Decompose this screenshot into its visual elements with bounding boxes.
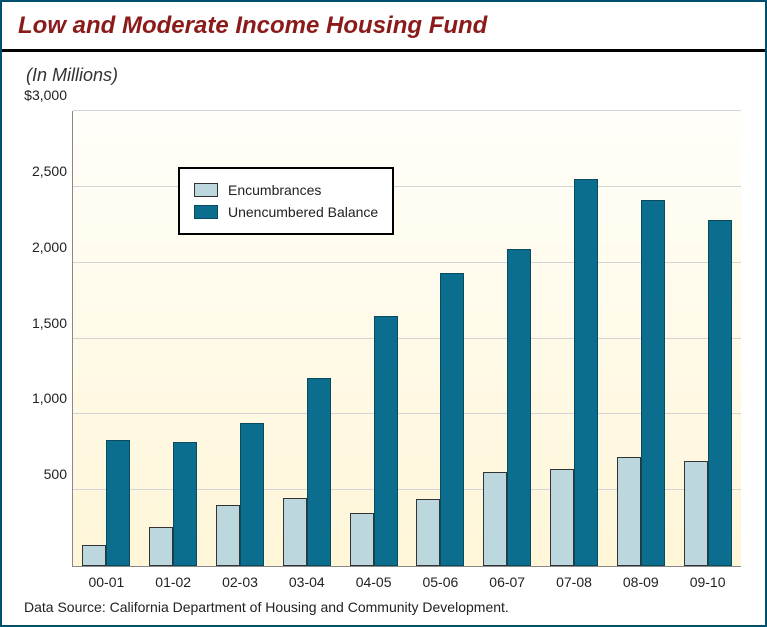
- x-tick-label: 00-01: [88, 574, 124, 590]
- y-tick-label: 2,500: [32, 163, 67, 179]
- legend-swatch: [194, 205, 218, 219]
- bar-unencumbered-balance: [307, 378, 331, 566]
- bar-encumbrances: [684, 461, 708, 566]
- legend-item: Unencumbered Balance: [194, 201, 378, 223]
- legend-swatch: [194, 183, 218, 197]
- bar-encumbrances: [82, 545, 106, 566]
- chart-area: (In Millions) Encumbrances Unencumbered B…: [2, 55, 765, 625]
- legend-label: Encumbrances: [228, 182, 321, 198]
- x-tick-label: 07-08: [556, 574, 592, 590]
- x-tick-label: 08-09: [623, 574, 659, 590]
- bar-unencumbered-balance: [708, 220, 732, 566]
- data-source-note: Data Source: California Department of Ho…: [24, 599, 509, 615]
- x-tick-label: 03-04: [289, 574, 325, 590]
- bar-encumbrances: [550, 469, 574, 566]
- bar-unencumbered-balance: [374, 316, 398, 566]
- gridline: [73, 186, 741, 187]
- bar-encumbrances: [617, 457, 641, 566]
- x-tick-label: 02-03: [222, 574, 258, 590]
- y-tick-label: 2,000: [32, 239, 67, 255]
- legend-item: Encumbrances: [194, 179, 378, 201]
- bar-encumbrances: [416, 499, 440, 566]
- bar-unencumbered-balance: [240, 423, 264, 566]
- bar-unencumbered-balance: [440, 273, 464, 566]
- bar-unencumbered-balance: [507, 249, 531, 566]
- bar-unencumbered-balance: [106, 440, 130, 566]
- x-tick-label: 01-02: [155, 574, 191, 590]
- bar-unencumbered-balance: [574, 179, 598, 566]
- legend-box: Encumbrances Unencumbered Balance: [178, 167, 394, 235]
- gridline: [73, 110, 741, 111]
- y-tick-label: 500: [44, 466, 67, 482]
- x-tick-label: 04-05: [356, 574, 392, 590]
- x-tick-label: 06-07: [489, 574, 525, 590]
- x-tick-label: 05-06: [422, 574, 458, 590]
- y-tick-label: $3,000: [24, 87, 67, 103]
- bar-encumbrances: [483, 472, 507, 566]
- bar-encumbrances: [350, 513, 374, 566]
- y-tick-label: 1,000: [32, 390, 67, 406]
- bar-encumbrances: [216, 505, 240, 566]
- legend-label: Unencumbered Balance: [228, 204, 378, 220]
- x-tick-label: 09-10: [690, 574, 726, 590]
- bar-encumbrances: [283, 498, 307, 566]
- chart-title: Low and Moderate Income Housing Fund: [18, 12, 487, 40]
- bar-unencumbered-balance: [641, 200, 665, 566]
- chart-frame: Low and Moderate Income Housing Fund (In…: [0, 0, 767, 627]
- plot-area: EncumbrancesUnencumbered Balance 5001,00…: [72, 111, 741, 567]
- bar-unencumbered-balance: [173, 442, 197, 566]
- title-bar: Low and Moderate Income Housing Fund: [2, 2, 765, 52]
- chart-subtitle: (In Millions): [22, 65, 745, 86]
- y-tick-label: 1,500: [32, 315, 67, 331]
- bar-encumbrances: [149, 527, 173, 566]
